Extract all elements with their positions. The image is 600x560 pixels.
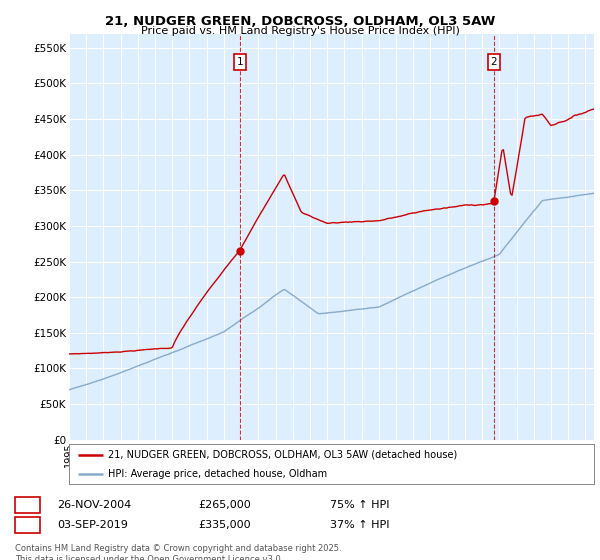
Text: 75% ↑ HPI: 75% ↑ HPI bbox=[330, 500, 389, 510]
Text: Contains HM Land Registry data © Crown copyright and database right 2025.
This d: Contains HM Land Registry data © Crown c… bbox=[15, 544, 341, 560]
Text: Price paid vs. HM Land Registry's House Price Index (HPI): Price paid vs. HM Land Registry's House … bbox=[140, 26, 460, 36]
Text: £335,000: £335,000 bbox=[198, 520, 251, 530]
Text: 03-SEP-2019: 03-SEP-2019 bbox=[57, 520, 128, 530]
Text: 21, NUDGER GREEN, DOBCROSS, OLDHAM, OL3 5AW: 21, NUDGER GREEN, DOBCROSS, OLDHAM, OL3 … bbox=[105, 15, 495, 28]
Text: 21, NUDGER GREEN, DOBCROSS, OLDHAM, OL3 5AW (detached house): 21, NUDGER GREEN, DOBCROSS, OLDHAM, OL3 … bbox=[109, 450, 458, 460]
Text: HPI: Average price, detached house, Oldham: HPI: Average price, detached house, Oldh… bbox=[109, 469, 328, 478]
Text: 2: 2 bbox=[490, 57, 497, 67]
Text: 1: 1 bbox=[236, 57, 243, 67]
Text: 37% ↑ HPI: 37% ↑ HPI bbox=[330, 520, 389, 530]
Text: £265,000: £265,000 bbox=[198, 500, 251, 510]
Text: 26-NOV-2004: 26-NOV-2004 bbox=[57, 500, 131, 510]
Text: 1: 1 bbox=[24, 500, 31, 510]
Text: 2: 2 bbox=[24, 520, 31, 530]
